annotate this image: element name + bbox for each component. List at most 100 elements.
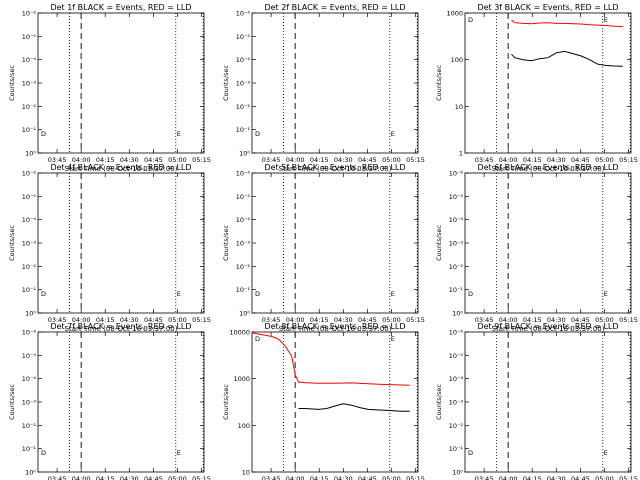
- series-line-events: [298, 403, 410, 412]
- y-tick-label: 10⁻⁶: [22, 329, 37, 337]
- marker-e: E: [391, 335, 395, 343]
- y-tick-label: 10⁰: [452, 469, 463, 477]
- x-axis-label: Start Time (08-Oct-16 03:37:00): [65, 165, 178, 173]
- y-tick-label: 10⁻⁶: [22, 170, 37, 178]
- x-tick-label: 05:00: [595, 475, 614, 480]
- x-tick-label: 03:45: [48, 475, 67, 480]
- y-tick-label: 10⁻⁴: [22, 375, 37, 383]
- y-tick-label: 10⁰: [239, 310, 250, 318]
- x-tick-label: 04:15: [310, 316, 329, 324]
- x-tick-label: 04:30: [120, 475, 139, 480]
- y-tick-label: 10⁻²: [449, 263, 464, 271]
- panel-2: Det 2f BLACK = Events, RED = LLD 10⁰ 10⁻¹ 1…: [222, 3, 425, 173]
- x-axis-label: Start Time (08-Oct-16 03:37:00): [279, 325, 392, 333]
- x-tick-label: 04:45: [571, 156, 590, 164]
- x-tick-label: 04:30: [547, 475, 566, 480]
- x-tick-label: 05:00: [168, 156, 187, 164]
- x-tick-label: 05:15: [619, 156, 638, 164]
- y-tick-label: 10⁻³: [22, 240, 37, 248]
- y-tick-label: 10⁰: [25, 310, 36, 318]
- x-tick-label: 04:45: [358, 316, 377, 324]
- panel-title: Det 5f BLACK = Events, RED = LLD: [264, 163, 405, 172]
- y-tick-label: 10⁻⁵: [236, 193, 251, 201]
- marker-e: E: [604, 16, 608, 24]
- x-tick-label: 04:45: [144, 316, 163, 324]
- y-tick-label: 10⁻³: [236, 240, 251, 248]
- x-tick-label: 04:00: [499, 316, 518, 324]
- y-tick-label: 100: [238, 422, 250, 430]
- x-tick-label: 03:45: [475, 316, 494, 324]
- x-tick-label: 05:15: [192, 316, 211, 324]
- x-tick-label: 04:15: [96, 475, 115, 480]
- x-tick-label: 04:00: [72, 156, 91, 164]
- panel-title: Det 9f BLACK = Events, RED = LLD: [477, 322, 618, 331]
- x-axis-label: Start Time (08-Oct-16 03:37:00): [279, 165, 392, 173]
- x-tick-label: 05:00: [382, 156, 401, 164]
- x-tick-label: 04:00: [499, 475, 518, 480]
- panel-1: Det 1f BLACK = Events, RED = LLD 10⁰ 10⁻¹ 1…: [8, 3, 211, 173]
- marker-e: E: [177, 130, 181, 138]
- x-tick-label: 04:15: [310, 475, 329, 480]
- x-tick-label: 05:00: [382, 316, 401, 324]
- marker-d: D: [41, 290, 46, 298]
- x-tick-label: 04:45: [358, 475, 377, 480]
- y-tick-label: 10⁻⁵: [236, 33, 251, 41]
- y-tick-label: 10⁻²: [22, 263, 37, 271]
- marker-d: D: [468, 290, 473, 298]
- x-tick-label: 04:15: [96, 316, 115, 324]
- panel-7: Det 7f BLACK = Events, RED = LLD 10⁰ 10⁻¹ 1…: [8, 322, 211, 480]
- y-axis-label: Counts/sec: [435, 384, 443, 420]
- x-tick-label: 05:15: [619, 475, 638, 480]
- y-axis-label: Counts/sec: [8, 225, 16, 261]
- panel-6: Det 6f BLACK = Events, RED = LLD 10⁰ 10⁻¹ 1…: [435, 163, 638, 333]
- panel-5: Det 5f BLACK = Events, RED = LLD 10⁰ 10⁻¹ 1…: [222, 163, 425, 333]
- series-line-lld: [251, 332, 410, 386]
- y-tick-label: 10⁻⁶: [22, 10, 37, 18]
- y-tick-label: 10⁻⁶: [236, 10, 251, 18]
- panel-title: Det 1f BLACK = Events, RED = LLD: [50, 3, 191, 12]
- series-line-lld: [511, 19, 623, 28]
- marker-e: E: [177, 449, 181, 457]
- y-tick-label: 10⁻²: [236, 263, 251, 271]
- x-tick-label: 04:30: [334, 316, 353, 324]
- x-tick-label: 04:45: [144, 475, 163, 480]
- y-tick-label: 10⁻⁶: [449, 329, 464, 337]
- x-tick-label: 04:30: [120, 156, 139, 164]
- panel-title: Det 4f BLACK = Events, RED = LLD: [50, 163, 191, 172]
- plot-frame: [251, 331, 419, 473]
- marker-e: E: [391, 290, 395, 298]
- x-tick-label: 05:00: [595, 156, 614, 164]
- x-tick-label: 05:15: [192, 475, 211, 480]
- y-tick-label: 10⁰: [239, 150, 250, 158]
- y-axis-label: Counts/sec: [435, 225, 443, 261]
- x-tick-label: 04:15: [310, 156, 329, 164]
- y-axis-label: Counts/sec: [435, 65, 443, 101]
- x-tick-label: 03:45: [475, 475, 494, 480]
- marker-e: E: [604, 449, 608, 457]
- x-tick-label: 04:00: [286, 475, 305, 480]
- y-tick-label: 10⁻²: [449, 422, 464, 430]
- x-tick-label: 05:00: [168, 316, 187, 324]
- panel-title: Det 6f BLACK = Events, RED = LLD: [477, 163, 618, 172]
- x-tick-label: 05:15: [406, 316, 425, 324]
- x-tick-label: 04:00: [499, 156, 518, 164]
- x-tick-label: 03:45: [475, 156, 494, 164]
- marker-d: D: [255, 335, 260, 343]
- series-line-events: [511, 50, 623, 67]
- y-tick-label: 10⁻³: [449, 240, 464, 248]
- y-tick-label: 10⁰: [25, 469, 36, 477]
- y-tick-label: 10⁻⁵: [22, 352, 37, 360]
- x-tick-label: 05:15: [406, 475, 425, 480]
- y-tick-label: 10⁻⁴: [236, 56, 251, 64]
- x-tick-label: 03:45: [48, 316, 67, 324]
- x-tick-label: 05:15: [619, 316, 638, 324]
- x-tick-label: 03:45: [262, 475, 281, 480]
- y-tick-label: 10⁻³: [236, 80, 251, 88]
- x-tick-label: 03:45: [262, 316, 281, 324]
- panel-title: Det 8f BLACK = Events, RED = LLD: [264, 322, 405, 331]
- y-tick-label: 10⁻²: [236, 103, 251, 111]
- y-tick-label: 10⁻⁴: [449, 216, 464, 224]
- x-tick-label: 04:00: [286, 316, 305, 324]
- x-tick-label: 04:15: [523, 156, 542, 164]
- y-tick-label: 10⁻¹: [22, 286, 37, 294]
